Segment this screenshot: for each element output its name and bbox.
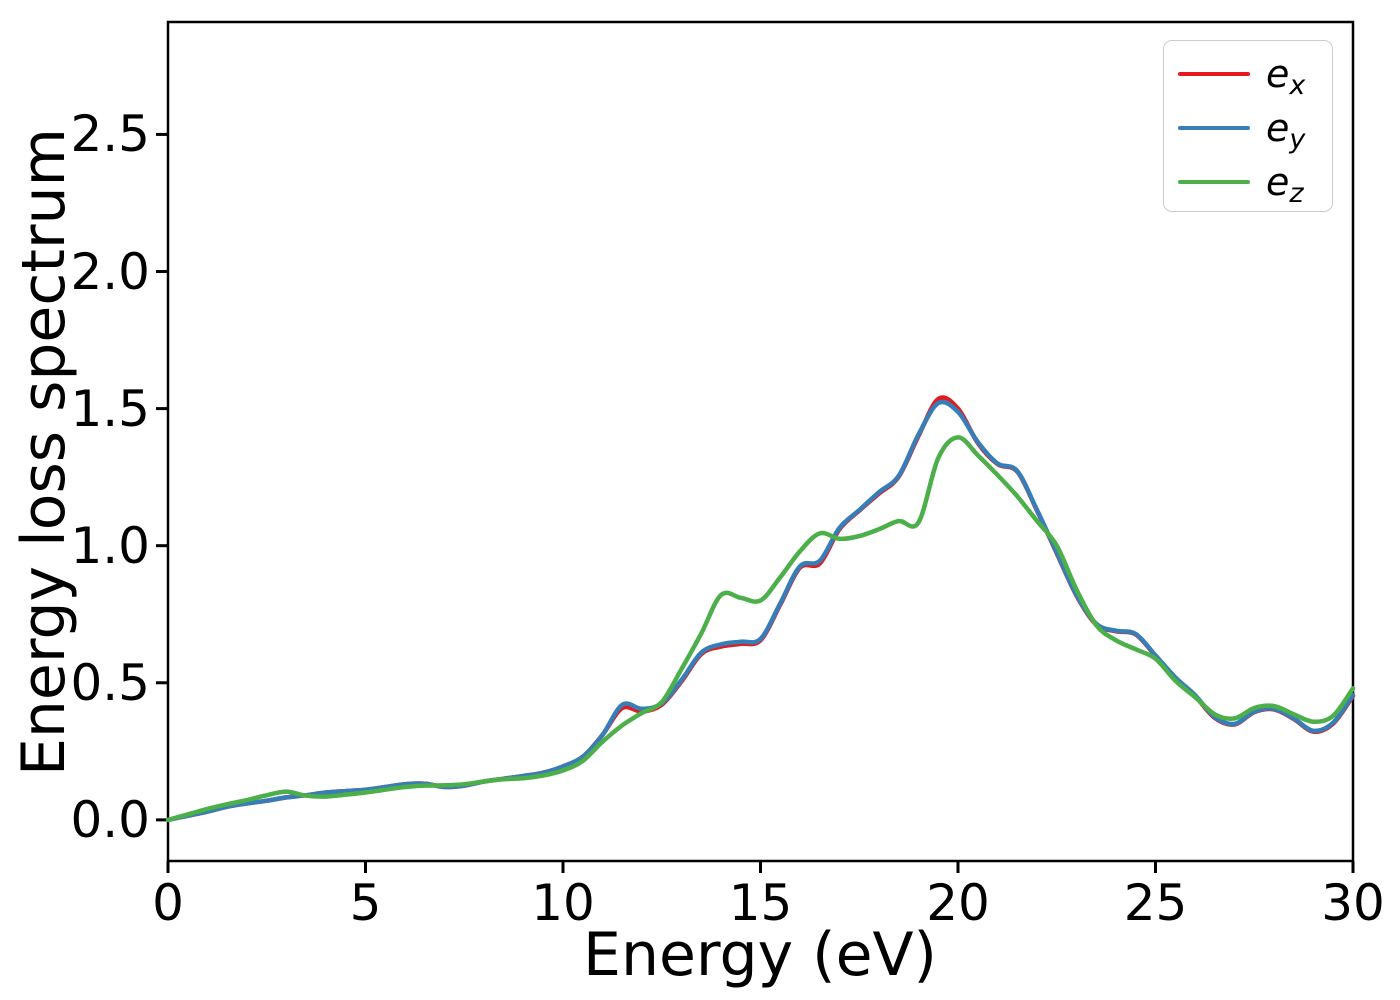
y-tick-label: 2.5 [70, 105, 150, 164]
legend-entry-ey: ey [1178, 101, 1332, 155]
legend-line-ex [1178, 71, 1250, 77]
x-axis-title: Energy (eV) [583, 920, 937, 990]
series-group [166, 395, 1356, 823]
x-tick-label: 0 [152, 874, 184, 932]
y-tick-label: 0.5 [70, 653, 150, 712]
series-ey-line [166, 399, 1356, 823]
legend: ex ey ez [1163, 40, 1333, 212]
legend-label-ez: ez [1266, 160, 1304, 207]
x-tick-label: 20 [926, 874, 990, 932]
x-tick-label: 15 [728, 874, 793, 932]
x-axis-ticks [166, 861, 1355, 873]
series-ex-line [166, 395, 1356, 823]
y-tick-label: 0.0 [70, 790, 150, 849]
legend-label-ey-sub: y [1289, 123, 1306, 155]
x-tick-label: 30 [1321, 874, 1385, 932]
legend-line-ez [1178, 179, 1250, 185]
legend-entry-ex: ex [1178, 47, 1332, 101]
series-ez-line [166, 435, 1356, 823]
x-tick-label: 25 [1123, 874, 1188, 932]
y-tick-label: 1.0 [70, 516, 150, 575]
legend-label-ey: ey [1266, 106, 1305, 153]
legend-line-ey [1178, 125, 1250, 131]
legend-label-ey-main: e [1266, 106, 1290, 150]
legend-label-ez-main: e [1266, 160, 1290, 204]
legend-label-ez-sub: z [1289, 177, 1304, 209]
legend-label-ex-sub: x [1289, 69, 1306, 101]
y-tick-label: 2.0 [70, 242, 150, 301]
legend-label-ex: ex [1266, 52, 1305, 99]
x-tick-label: 10 [531, 874, 595, 932]
legend-label-ex-main: e [1266, 52, 1290, 96]
y-tick-label: 1.5 [70, 379, 150, 438]
y-axis-title: Energy loss spectrum [9, 127, 79, 777]
y-axis-ticks [156, 132, 168, 822]
legend-entry-ez: ez [1178, 155, 1332, 209]
x-tick-label: 5 [349, 874, 382, 932]
